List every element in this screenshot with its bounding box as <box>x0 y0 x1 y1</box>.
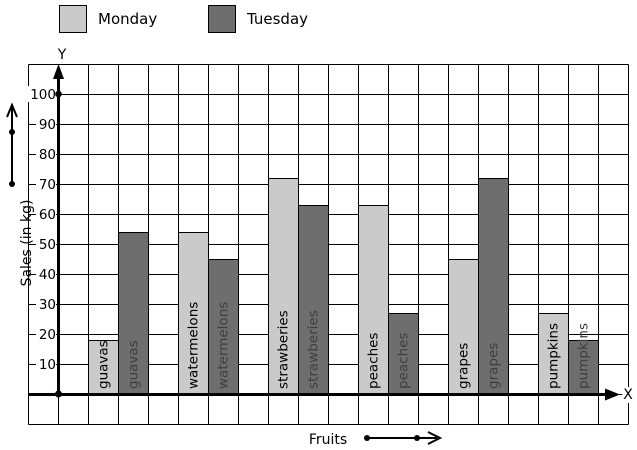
legend-label-monday: Monday <box>98 9 158 28</box>
y-axis-letter: Y <box>56 47 68 63</box>
y-range-arrow-dot <box>9 181 15 187</box>
bar-label-peaches-tuesday: peaches <box>396 333 412 389</box>
decorative-arrows <box>6 102 443 445</box>
bar-peaches-tuesday <box>388 313 419 395</box>
tuesday-color-swatch <box>208 5 236 33</box>
legend-label-tuesday: Tuesday <box>247 9 309 28</box>
x-axis-title: Fruits <box>308 432 348 448</box>
tick-label-bg <box>27 86 56 102</box>
y-tick-label: 90 <box>39 117 56 133</box>
y-tick-label: 30 <box>39 297 56 313</box>
tick-label-bg <box>36 236 56 252</box>
tick-label-bg <box>36 266 56 282</box>
bar-label-guavas-tuesday: guavas <box>126 340 142 389</box>
tick-label-bg <box>36 146 56 162</box>
x-range-arrow-dot <box>364 435 370 441</box>
x-axis-arrowhead <box>605 388 620 401</box>
bar-grapes-tuesday <box>478 178 509 395</box>
y-tick-label: 40 <box>39 267 56 283</box>
tick-label-bg <box>36 116 56 132</box>
monday-color-swatch <box>59 5 87 33</box>
origin-dot <box>55 390 62 398</box>
y-tick-label: 80 <box>39 147 56 163</box>
y-axis-dot-100 <box>55 90 62 98</box>
bar-label-watermelons-monday: watermelons <box>186 302 202 389</box>
bar-label-pumpkins-tuesday: pumpkins <box>576 323 592 389</box>
legend-item-tuesday: Tuesday <box>208 4 308 34</box>
bar-label-pumpkins-monday: pumpkins <box>546 323 562 389</box>
bar-label-peaches-monday: peaches <box>366 333 382 389</box>
bar-pumpkins-monday <box>538 313 569 395</box>
y-tick-label: 100 <box>30 87 56 103</box>
bar-watermelons-tuesday <box>208 259 239 395</box>
bar-label-grapes-tuesday: grapes <box>486 343 502 389</box>
y-range-arrowhead <box>6 102 18 118</box>
bar-label-guavas-monday: guavas <box>96 340 112 389</box>
bar-strawberies-monday <box>268 178 299 395</box>
y-axis-arrowhead <box>53 64 64 79</box>
bar-grapes-monday <box>448 259 479 395</box>
tick-label-bg <box>36 296 56 312</box>
y-tick-labels: 10 20 30 40 50 60 70 80 90 100 <box>27 86 56 373</box>
axes <box>28 64 620 401</box>
y-tick-label: 70 <box>39 177 56 193</box>
x-axis-letter: X <box>622 387 634 403</box>
bar-label-strawberies-tuesday: strawberies <box>306 310 322 389</box>
tick-label-bg <box>36 356 56 372</box>
x-range-arrowhead <box>427 431 443 445</box>
y-tick-label: 20 <box>39 327 56 343</box>
x-range-arrow-dot <box>414 435 420 441</box>
y-tick-label: 60 <box>39 207 56 223</box>
bar-strawberies-tuesday <box>298 205 329 395</box>
bar-watermelons-monday <box>178 232 209 395</box>
bar-label-watermelons-tuesday: watermelons <box>216 302 232 389</box>
bar-labels: guavas guavas watermelons watermelons strawb… <box>96 302 592 389</box>
legend-item-monday: Monday <box>59 4 157 34</box>
y-range-arrow-dot <box>9 129 15 135</box>
tick-label-bg <box>36 206 56 222</box>
y-axis-title: Sales (in kg) <box>19 199 35 287</box>
tick-label-bg <box>36 176 56 192</box>
bar-label-grapes-monday: grapes <box>456 343 472 389</box>
y-tick-label: 50 <box>39 237 56 253</box>
tick-label-bg <box>36 326 56 342</box>
bar-peaches-monday <box>358 205 389 395</box>
bar-guavas-tuesday <box>118 232 149 395</box>
y-tick-label: 10 <box>39 357 56 373</box>
bar-guavas-monday <box>88 340 119 395</box>
bars <box>88 178 599 395</box>
bar-label-strawberies-monday: strawberies <box>276 310 292 389</box>
